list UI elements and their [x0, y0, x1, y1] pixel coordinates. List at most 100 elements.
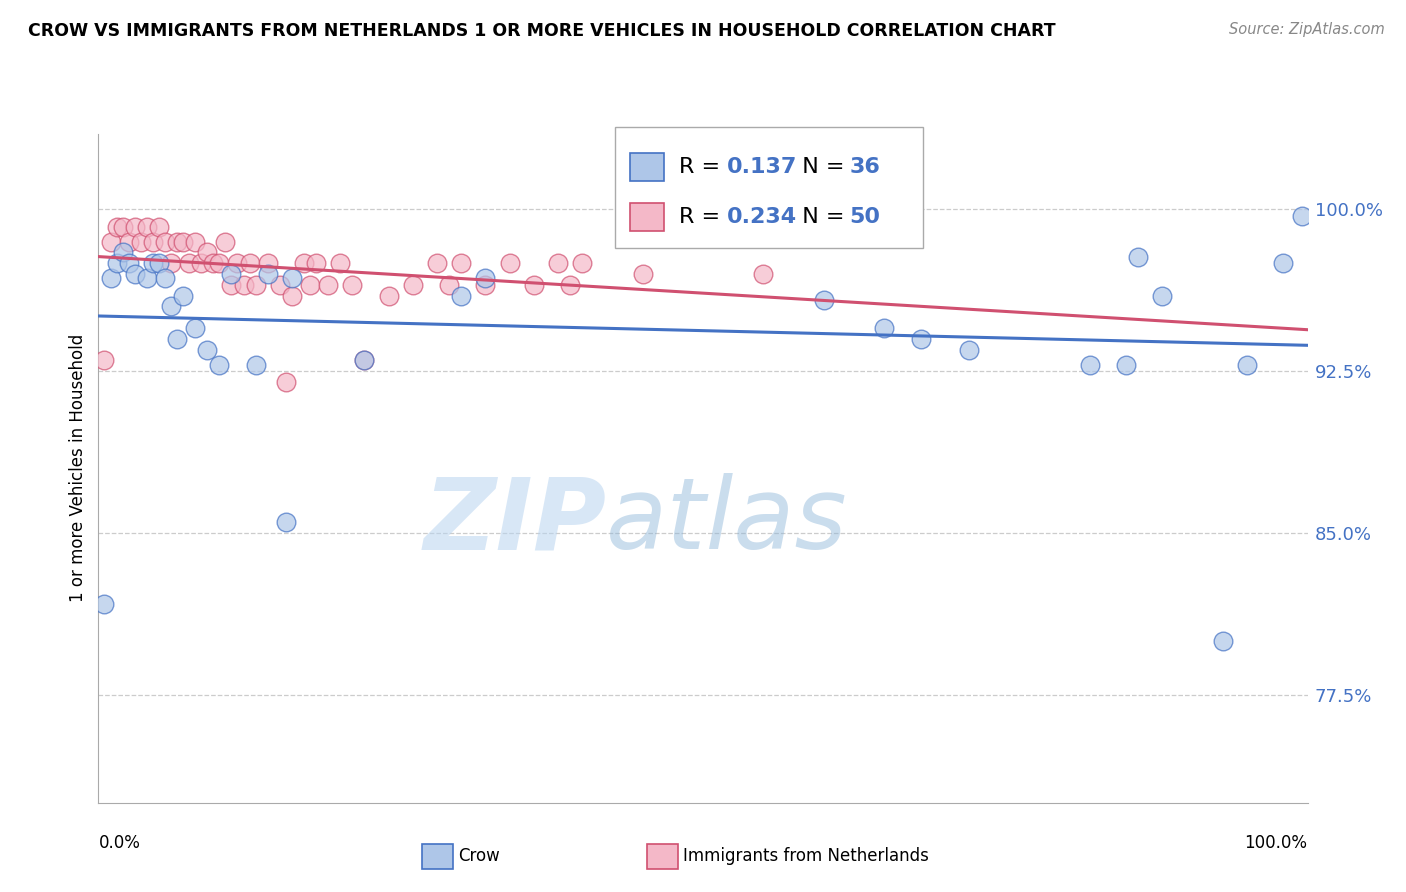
Text: 0.137: 0.137	[727, 157, 797, 178]
Point	[135, 219, 157, 234]
Point	[1291, 209, 1313, 223]
Point	[450, 256, 472, 270]
Point	[1152, 288, 1174, 302]
Point	[571, 256, 593, 270]
Text: 50: 50	[849, 208, 880, 227]
Point	[190, 256, 212, 270]
Point	[172, 235, 194, 249]
Point	[172, 288, 194, 302]
Point	[124, 219, 146, 234]
Point	[292, 256, 315, 270]
Point	[813, 293, 835, 307]
Point	[305, 256, 328, 270]
Point	[129, 235, 152, 249]
Text: N =: N =	[787, 208, 851, 227]
Text: 0.0%: 0.0%	[98, 834, 141, 852]
FancyBboxPatch shape	[614, 128, 924, 248]
Point	[474, 277, 496, 292]
Text: CROW VS IMMIGRANTS FROM NETHERLANDS 1 OR MORE VEHICLES IN HOUSEHOLD CORRELATION : CROW VS IMMIGRANTS FROM NETHERLANDS 1 OR…	[28, 22, 1056, 40]
Point	[1128, 250, 1150, 264]
Point	[402, 277, 425, 292]
Point	[100, 271, 122, 285]
Point	[498, 256, 520, 270]
Point	[93, 353, 115, 368]
Point	[221, 267, 243, 281]
Point	[631, 267, 654, 281]
Point	[118, 256, 141, 270]
Text: R =: R =	[679, 157, 727, 178]
Point	[353, 353, 375, 368]
Point	[153, 271, 176, 285]
FancyBboxPatch shape	[630, 153, 664, 181]
Point	[274, 375, 297, 389]
Text: ZIP: ZIP	[423, 474, 606, 570]
Point	[148, 256, 170, 270]
Point	[353, 353, 375, 368]
Point	[547, 256, 569, 270]
Text: Source: ZipAtlas.com: Source: ZipAtlas.com	[1229, 22, 1385, 37]
Text: atlas: atlas	[606, 474, 848, 570]
Point	[111, 245, 134, 260]
Point	[111, 219, 134, 234]
Point	[160, 256, 183, 270]
Point	[377, 288, 399, 302]
Point	[166, 235, 188, 249]
Point	[93, 597, 115, 611]
Point	[1115, 358, 1137, 372]
Point	[221, 277, 243, 292]
Point	[523, 277, 546, 292]
Point	[177, 256, 201, 270]
Point	[269, 277, 291, 292]
Point	[873, 321, 896, 335]
Point	[160, 300, 183, 314]
Point	[105, 256, 128, 270]
Point	[342, 277, 364, 292]
Point	[256, 256, 278, 270]
Point	[208, 358, 231, 372]
Point	[437, 277, 460, 292]
Point	[281, 288, 304, 302]
Point	[558, 277, 581, 292]
Point	[752, 267, 775, 281]
Point	[957, 343, 980, 357]
Point	[450, 288, 472, 302]
Point	[239, 256, 262, 270]
Point	[1236, 358, 1258, 372]
Point	[118, 235, 141, 249]
Point	[910, 332, 932, 346]
Point	[184, 235, 207, 249]
Point	[232, 277, 254, 292]
Point	[135, 271, 157, 285]
Text: 0.234: 0.234	[727, 208, 797, 227]
Text: Crow: Crow	[458, 847, 501, 865]
Point	[100, 235, 122, 249]
Point	[166, 332, 188, 346]
Point	[214, 235, 236, 249]
FancyBboxPatch shape	[630, 203, 664, 232]
Point	[195, 245, 218, 260]
Text: 100.0%: 100.0%	[1244, 834, 1308, 852]
Point	[202, 256, 225, 270]
Point	[226, 256, 249, 270]
Point	[298, 277, 321, 292]
Point	[245, 277, 267, 292]
Point	[426, 256, 449, 270]
Point	[1272, 256, 1295, 270]
Point	[316, 277, 339, 292]
Point	[105, 219, 128, 234]
Y-axis label: 1 or more Vehicles in Household: 1 or more Vehicles in Household	[69, 334, 87, 602]
Point	[256, 267, 278, 281]
Text: N =: N =	[787, 157, 851, 178]
Point	[124, 267, 146, 281]
Text: Immigrants from Netherlands: Immigrants from Netherlands	[683, 847, 929, 865]
Point	[142, 235, 165, 249]
Text: R =: R =	[679, 208, 727, 227]
Point	[208, 256, 231, 270]
Point	[195, 343, 218, 357]
Point	[274, 515, 297, 529]
Point	[153, 235, 176, 249]
Point	[148, 219, 170, 234]
Point	[245, 358, 267, 372]
Point	[1078, 358, 1101, 372]
Point	[329, 256, 352, 270]
